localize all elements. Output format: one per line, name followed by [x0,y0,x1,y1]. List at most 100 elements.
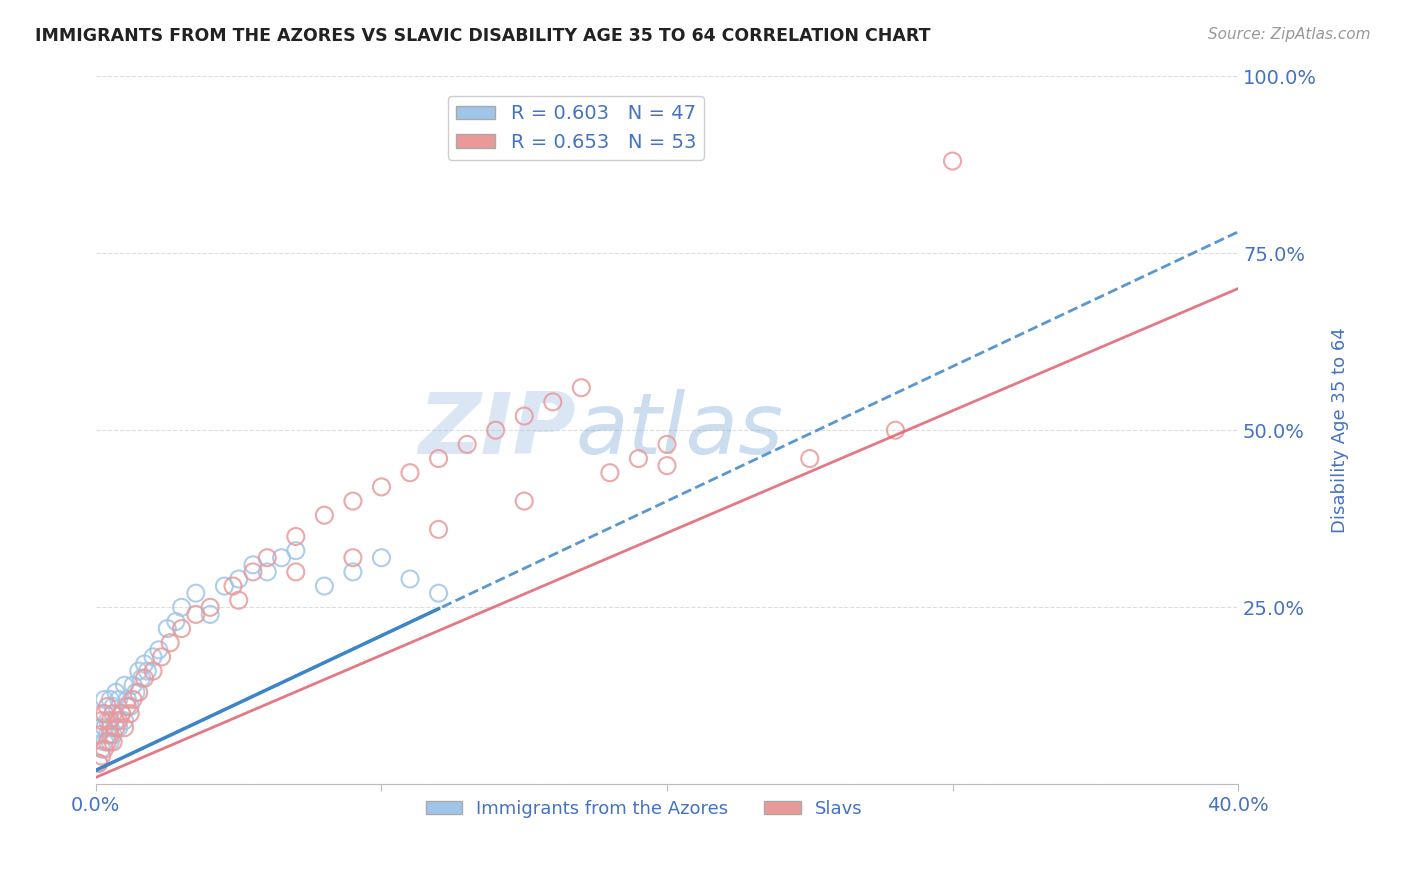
Point [370,550,392,565]
Point [399,466,422,480]
Point [122,678,145,692]
Point [284,543,307,558]
Point [184,586,207,600]
Point [427,522,450,536]
Point [270,550,292,565]
Point [627,451,650,466]
Text: IMMIGRANTS FROM THE AZORES VS SLAVIC DISABILITY AGE 35 TO 64 CORRELATION CHART: IMMIGRANTS FROM THE AZORES VS SLAVIC DIS… [35,27,931,45]
Point [256,565,278,579]
Point [87,728,110,742]
Point [87,721,110,735]
Point [799,451,821,466]
Point [256,550,278,565]
Point [242,565,264,579]
Point [142,664,165,678]
Point [134,657,156,671]
Point [93,742,115,756]
Point [96,714,118,728]
Point [150,649,173,664]
Point [90,749,112,764]
Point [101,699,124,714]
Point [456,437,478,451]
Point [427,586,450,600]
Text: ZIP: ZIP [418,389,575,472]
Point [128,685,150,699]
Point [242,558,264,572]
Point [314,508,336,523]
Point [122,692,145,706]
Point [228,593,250,607]
Point [93,721,115,735]
Point [128,664,150,678]
Point [370,480,392,494]
Point [93,692,115,706]
Point [214,579,236,593]
Point [107,692,129,706]
Point [513,409,536,423]
Point [104,721,127,735]
Point [655,458,678,473]
Point [198,607,221,622]
Point [142,649,165,664]
Point [184,607,207,622]
Point [90,706,112,721]
Point [117,692,139,706]
Point [98,728,121,742]
Point [98,735,121,749]
Point [98,692,121,706]
Point [96,728,118,742]
Point [198,600,221,615]
Point [599,466,621,480]
Point [93,706,115,721]
Point [399,572,422,586]
Point [228,572,250,586]
Point [107,714,129,728]
Point [427,451,450,466]
Point [120,699,142,714]
Point [148,643,170,657]
Point [284,529,307,543]
Point [87,756,110,771]
Point [513,494,536,508]
Point [342,565,364,579]
Y-axis label: Disability Age 35 to 64: Disability Age 35 to 64 [1331,327,1348,533]
Point [134,671,156,685]
Point [111,706,134,721]
Point [98,714,121,728]
Point [131,671,153,685]
Point [98,721,121,735]
Point [165,615,187,629]
Point [111,706,134,721]
Legend: Immigrants from the Azores, Slavs: Immigrants from the Azores, Slavs [419,793,870,825]
Point [655,437,678,451]
Point [117,699,139,714]
Point [884,423,907,437]
Point [941,154,963,169]
Text: atlas: atlas [575,389,783,472]
Point [342,550,364,565]
Point [101,735,124,749]
Point [159,636,181,650]
Point [87,756,110,771]
Point [93,735,115,749]
Point [541,395,564,409]
Point [120,706,142,721]
Point [90,742,112,756]
Point [114,721,136,735]
Point [96,735,118,749]
Point [156,622,179,636]
Point [125,685,148,699]
Point [96,699,118,714]
Point [222,579,245,593]
Point [104,714,127,728]
Point [101,728,124,742]
Point [170,622,193,636]
Point [107,721,129,735]
Text: Source: ZipAtlas.com: Source: ZipAtlas.com [1208,27,1371,42]
Point [114,678,136,692]
Point [485,423,508,437]
Point [101,706,124,721]
Point [284,565,307,579]
Point [114,714,136,728]
Point [569,381,592,395]
